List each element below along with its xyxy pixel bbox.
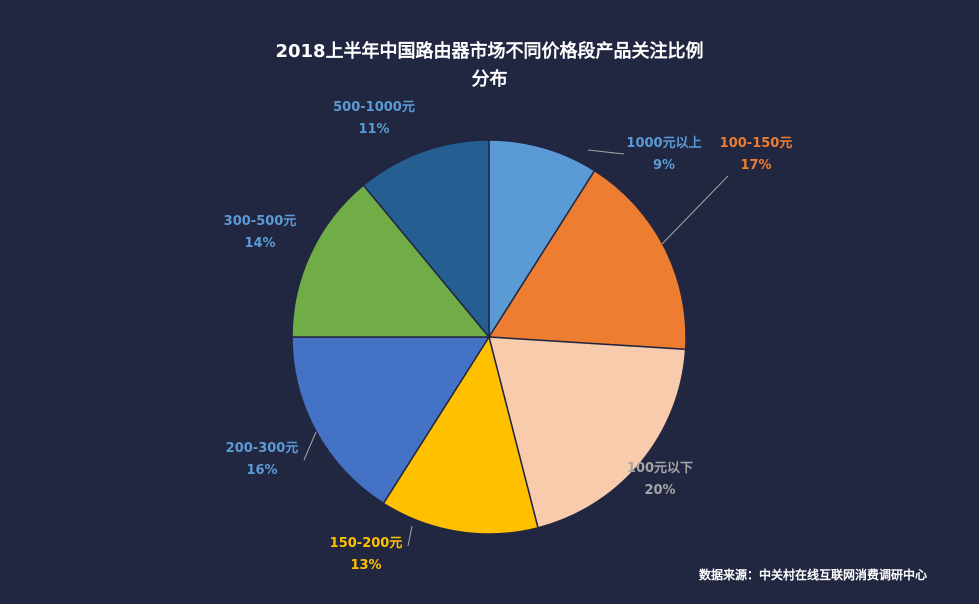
slice-percent-4: 16% [246,463,277,478]
leader-line-1 [661,175,729,245]
leader-line-3 [407,525,413,547]
pie-slice-6 [362,139,490,340]
pie-slice-3 [382,335,539,535]
pie-slice-2 [488,336,687,529]
slice-label-1: 100-150元 [720,136,793,151]
pie-slice-0 [488,139,596,340]
pie-slice-5 [291,184,491,338]
chart-title: 2018上半年中国路由器市场不同价格段产品关注比例 [275,41,704,62]
slice-percent-3: 13% [350,558,381,573]
pie-slice-1 [487,169,687,351]
slice-label-0: 1000元以上 [626,136,701,151]
slice-percent-2: 20% [644,483,675,498]
slice-label-4: 200-300元 [226,441,299,456]
pie-slice-4 [291,336,491,505]
slice-percent-0: 9% [653,158,675,173]
slice-label-3: 150-200元 [330,536,403,551]
slice-label-5: 300-500元 [224,214,297,229]
slice-percent-5: 14% [244,236,275,251]
chart-title-line2: 分布 [471,69,508,90]
slice-label-2: 100元以下 [627,461,693,476]
leader-line-4 [303,431,317,461]
slice-percent-1: 17% [740,158,771,173]
source-note: 数据来源：中关村在线互联网消费调研中心 [698,568,927,582]
leader-line-0 [587,149,625,155]
slice-label-6: 500-1000元 [333,100,415,115]
slice-percent-6: 11% [358,122,389,137]
